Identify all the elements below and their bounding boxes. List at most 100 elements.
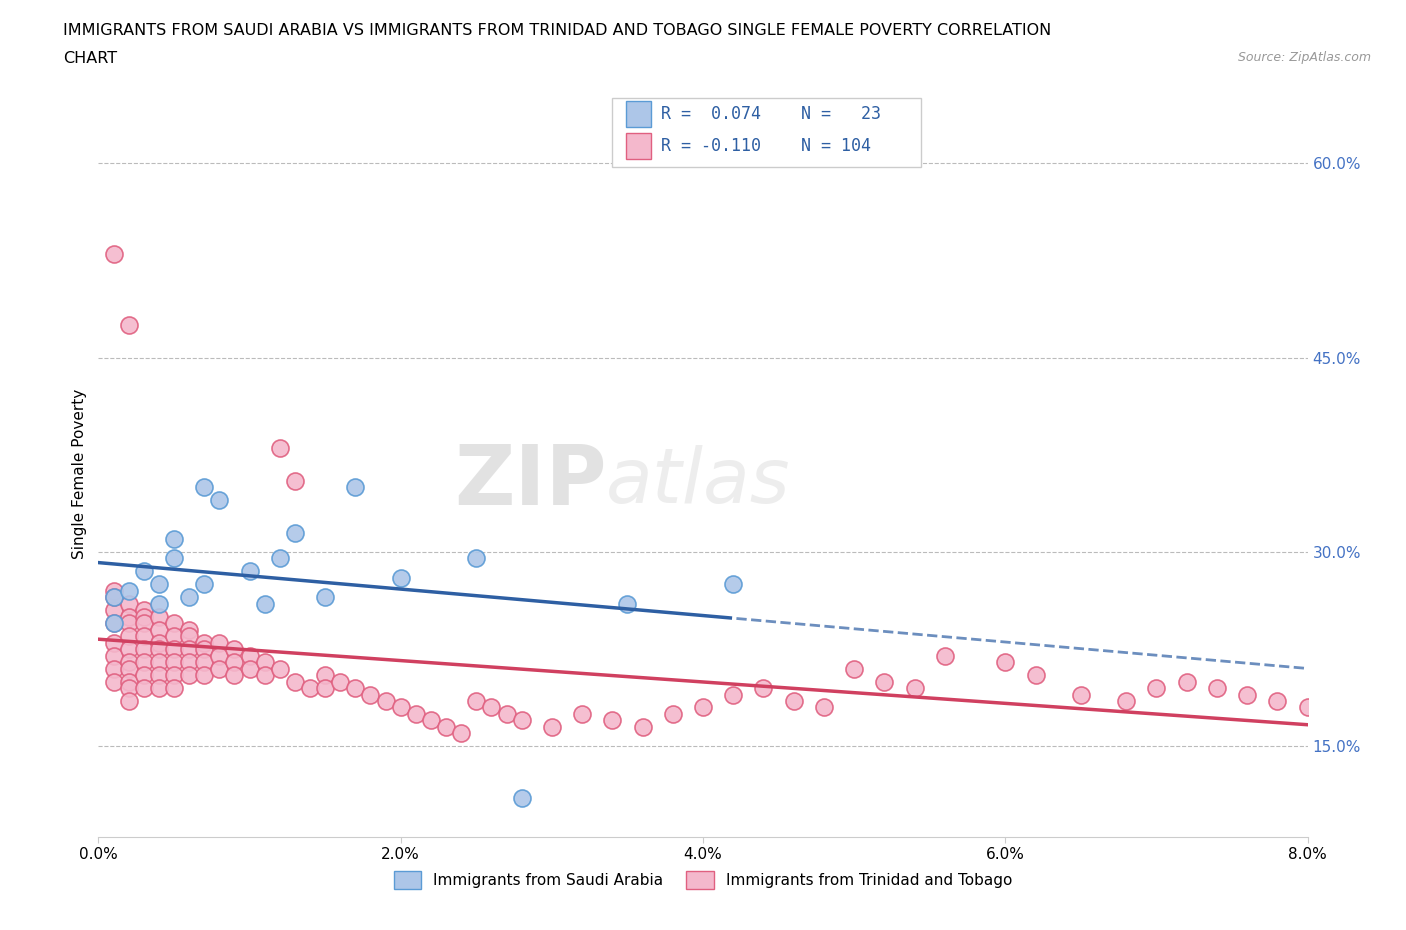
Point [118,655,141,670]
Point [179,622,201,637]
Point [148,635,170,650]
Point [193,635,215,650]
Point [118,609,141,624]
Point [239,648,262,663]
Point [163,655,186,670]
Point [1146,681,1168,696]
Point [389,570,412,585]
Point [1070,687,1092,702]
Point [420,713,443,728]
Point [132,603,155,618]
Point [239,564,262,578]
Point [224,655,246,670]
Point [481,700,503,715]
Point [179,668,201,683]
Point [103,583,125,598]
Point [405,707,427,722]
Point [103,590,125,604]
Point [752,681,775,696]
Point [163,681,186,696]
Point [510,713,533,728]
Point [1175,674,1198,689]
Point [465,694,488,709]
Point [329,674,352,689]
Text: R =  0.074    N =   23: R = 0.074 N = 23 [661,105,880,124]
Point [783,694,806,709]
Text: CHART: CHART [63,51,117,66]
Point [179,642,201,657]
Point [118,318,141,333]
Point [602,713,624,728]
Point [994,655,1017,670]
Point [118,694,141,709]
Point [314,590,336,604]
Point [118,629,141,644]
Point [118,674,141,689]
Point [132,655,155,670]
Point [208,661,231,676]
Point [1115,694,1137,709]
Point [132,668,155,683]
Point [434,720,457,735]
Point [148,655,170,670]
Point [239,661,262,676]
Point [179,655,201,670]
Point [934,648,956,663]
Point [103,674,125,689]
Point [253,596,276,611]
Point [132,681,155,696]
Point [269,661,291,676]
Point [103,661,125,676]
Point [148,681,170,696]
Point [723,577,745,591]
Point [148,668,170,683]
Point [103,648,125,663]
Point [208,493,231,508]
Point [193,642,215,657]
Text: IMMIGRANTS FROM SAUDI ARABIA VS IMMIGRANTS FROM TRINIDAD AND TOBAGO SINGLE FEMAL: IMMIGRANTS FROM SAUDI ARABIA VS IMMIGRAN… [63,23,1052,38]
Point [179,590,201,604]
Text: ZIP: ZIP [454,441,606,522]
Point [163,532,186,547]
Point [103,616,125,631]
Point [389,700,412,715]
Point [813,700,835,715]
Point [314,668,336,683]
Point [360,687,382,702]
Point [299,681,322,696]
Point [148,622,170,637]
Point [148,642,170,657]
Text: Source: ZipAtlas.com: Source: ZipAtlas.com [1237,51,1371,64]
Y-axis label: Single Female Poverty: Single Female Poverty [72,389,87,560]
Point [284,473,307,488]
Point [540,720,562,735]
Point [148,609,170,624]
Point [1296,700,1319,715]
Point [314,681,336,696]
Point [224,642,246,657]
Point [224,668,246,683]
Point [873,674,896,689]
Point [1025,668,1047,683]
Point [465,551,488,566]
Point [269,551,291,566]
Point [103,603,125,618]
Point [132,629,155,644]
Text: atlas: atlas [606,445,790,519]
Point [179,629,201,644]
Point [253,668,276,683]
Point [132,642,155,657]
Point [692,700,714,715]
Point [103,590,125,604]
Point [132,564,155,578]
Point [118,596,141,611]
Point [193,577,215,591]
Point [284,674,307,689]
Point [616,596,638,611]
Point [208,648,231,663]
Point [132,609,155,624]
Point [1236,687,1258,702]
Point [103,246,125,261]
Point [631,720,654,735]
Point [284,525,307,540]
